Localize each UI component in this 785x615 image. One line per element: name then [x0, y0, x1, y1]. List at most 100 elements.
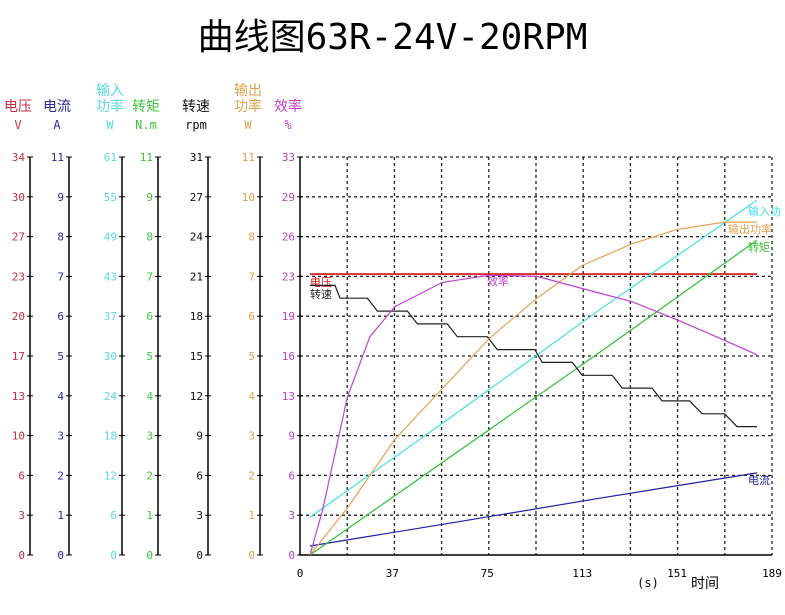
- series-line-current: [309, 472, 758, 547]
- series-line-torque: [309, 239, 758, 556]
- axis-tick-label-output_power: 8: [248, 231, 255, 244]
- axis-tick-label-output_power: 5: [248, 350, 255, 363]
- axis-tick-label-current: 2: [57, 469, 64, 482]
- axis-tick-label-efficiency: 9: [288, 430, 295, 443]
- axis-tick-label-torque: 9: [146, 191, 153, 204]
- axis-tick-label-voltage: 17: [12, 350, 25, 363]
- axis-tick-label-torque: 11: [140, 151, 153, 164]
- axis-tick-label-speed: 3: [196, 509, 203, 522]
- axis-unit-output_power: W: [244, 118, 252, 132]
- axis-tick-label-speed: 6: [196, 469, 203, 482]
- axis-tick-label-input_power: 30: [104, 350, 117, 363]
- axis-unit-input_power: W: [106, 118, 114, 132]
- axis-name-output_power-line1: 输出: [234, 83, 262, 99]
- series-label-efficiency: 效率: [487, 274, 509, 288]
- series-label-torque: 转矩: [748, 240, 770, 254]
- axis-tick-label-input_power: 49: [104, 231, 117, 244]
- axis-tick-label-input_power: 37: [104, 310, 117, 323]
- x-tick-label: 151: [667, 567, 687, 580]
- axis-name-speed: 转速: [182, 99, 210, 115]
- x-tick-label: 37: [386, 567, 399, 580]
- axis-tick-label-torque: 4: [146, 390, 153, 403]
- axis-tick-label-speed: 15: [190, 350, 203, 363]
- axis-tick-label-current: 11: [51, 151, 64, 164]
- axis-name-voltage: 电压: [4, 99, 32, 115]
- axis-tick-label-efficiency: 19: [282, 310, 295, 323]
- axis-tick-label-output_power: 1: [248, 509, 255, 522]
- axis-tick-label-speed: 21: [190, 270, 203, 283]
- axis-tick-label-current: 3: [57, 430, 64, 443]
- series-label-speed: 转速: [310, 287, 332, 301]
- axis-unit-efficiency: %: [284, 118, 292, 132]
- axis-tick-label-voltage: 23: [12, 270, 25, 283]
- axis-tick-label-torque: 1: [146, 509, 153, 522]
- x-axis-label: 时间: [691, 576, 719, 592]
- axis-tick-label-efficiency: 13: [282, 390, 295, 403]
- axis-tick-label-current: 8: [57, 231, 64, 244]
- axis-tick-label-torque: 5: [146, 350, 153, 363]
- axis-tick-label-input_power: 55: [104, 191, 117, 204]
- axis-tick-label-current: 9: [57, 191, 64, 204]
- x-tick-label: 75: [481, 567, 494, 580]
- axis-tick-label-torque: 3: [146, 430, 153, 443]
- axis-name-efficiency: 效率: [274, 98, 302, 115]
- axis-tick-label-current: 5: [57, 350, 64, 363]
- axis-tick-label-efficiency: 29: [282, 191, 295, 204]
- axis-tick-label-input_power: 18: [104, 430, 117, 443]
- x-axis-unit: (s): [637, 576, 659, 590]
- axis-name-input_power-line1: 输入: [96, 83, 124, 99]
- series-label-current: 电流: [748, 473, 770, 487]
- axis-tick-label-speed: 24: [190, 231, 204, 244]
- axis-tick-label-output_power: 0: [248, 549, 255, 562]
- axis-unit-current: A: [53, 118, 61, 132]
- axis-tick-label-voltage: 10: [12, 430, 25, 443]
- axis-tick-label-torque: 0: [146, 549, 153, 562]
- axis-name-input_power-line2: 功率: [96, 98, 124, 115]
- axis-tick-label-voltage: 13: [12, 390, 25, 403]
- series-label-output_power: 输出功率: [728, 222, 772, 236]
- axis-tick-label-voltage: 0: [18, 549, 25, 562]
- axis-tick-label-current: 6: [57, 310, 64, 323]
- axis-tick-label-output_power: 4: [248, 390, 255, 403]
- axis-tick-label-output_power: 6: [248, 310, 255, 323]
- axis-tick-label-voltage: 3: [18, 509, 25, 522]
- axis-tick-label-input_power: 6: [110, 509, 117, 522]
- axis-tick-label-output_power: 11: [242, 151, 255, 164]
- axis-tick-label-speed: 27: [190, 191, 203, 204]
- chart-title: 曲线图63R-24V-20RPM: [197, 17, 588, 58]
- axis-tick-label-torque: 7: [146, 270, 153, 283]
- x-tick-label: 189: [762, 567, 782, 580]
- axis-tick-label-current: 1: [57, 509, 64, 522]
- axis-tick-label-input_power: 0: [110, 549, 117, 562]
- series-line-output_power: [309, 221, 757, 556]
- axis-tick-label-input_power: 12: [104, 469, 117, 482]
- axis-tick-label-efficiency: 26: [282, 231, 295, 244]
- axis-tick-label-voltage: 27: [12, 231, 25, 244]
- axis-tick-label-input_power: 43: [104, 270, 117, 283]
- axis-tick-label-efficiency: 23: [282, 270, 295, 283]
- axis-tick-label-output_power: 2: [248, 469, 255, 482]
- axis-tick-label-speed: 18: [190, 310, 203, 323]
- axis-tick-label-voltage: 6: [18, 469, 25, 482]
- axis-name-torque: 转矩: [132, 99, 160, 115]
- x-tick-label: 113: [572, 567, 592, 580]
- axis-tick-label-efficiency: 0: [288, 549, 295, 562]
- series-line-speed: [310, 284, 757, 428]
- axis-tick-label-torque: 6: [146, 310, 153, 323]
- axis-unit-torque: N.m: [135, 118, 157, 132]
- series-label-input_power: 输入功: [748, 204, 781, 218]
- axis-name-output_power-line2: 功率: [234, 98, 262, 115]
- axis-tick-label-torque: 2: [146, 469, 153, 482]
- axis-tick-label-speed: 0: [196, 549, 203, 562]
- axis-tick-label-speed: 31: [190, 151, 203, 164]
- axis-tick-label-output_power: 7: [248, 270, 255, 283]
- axis-tick-label-voltage: 34: [12, 151, 26, 164]
- axis-tick-label-efficiency: 33: [282, 151, 295, 164]
- axis-tick-label-efficiency: 16: [282, 350, 295, 363]
- axis-tick-label-current: 0: [57, 549, 64, 562]
- x-tick-label: 0: [297, 567, 304, 580]
- axis-tick-label-output_power: 10: [242, 191, 255, 204]
- axis-tick-label-output_power: 3: [248, 430, 255, 443]
- axis-unit-speed: rpm: [185, 118, 207, 132]
- axis-tick-label-speed: 12: [190, 390, 203, 403]
